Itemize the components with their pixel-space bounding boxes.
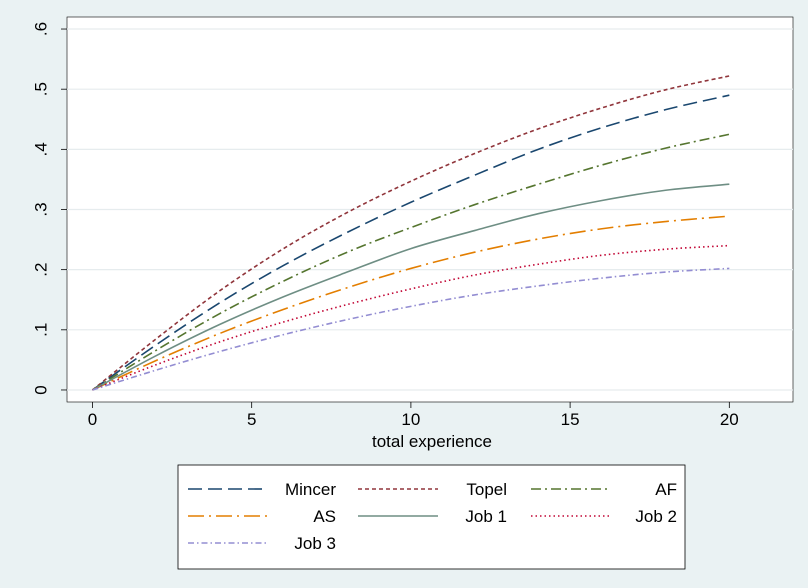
y-tick-label: .1 <box>31 323 50 337</box>
legend-label-job-3: Job 3 <box>294 534 336 553</box>
legend-label-mincer: Mincer <box>285 480 336 499</box>
series-line-as <box>92 215 730 391</box>
legend-box <box>177 464 686 570</box>
y-tick-label: .5 <box>31 82 50 96</box>
y-tick-label: .4 <box>31 142 50 156</box>
x-tick-label: 20 <box>720 410 739 429</box>
x-tick-label: 15 <box>561 410 580 429</box>
series-line-job-1 <box>92 183 730 391</box>
series-line-af <box>92 133 730 391</box>
series-line-job-2 <box>92 244 730 391</box>
legend-label-topel: Topel <box>466 480 507 499</box>
y-tick-label: 0 <box>31 385 50 394</box>
y-tick-label: .6 <box>31 22 50 36</box>
x-axis-title: total experience <box>372 432 492 451</box>
legend: Mincer Topel AF AS Job 1 Job 2 Job 3 <box>177 464 686 570</box>
legend-label-af: AF <box>655 480 677 499</box>
x-tick-label: 5 <box>247 410 256 429</box>
legend-label-job-2: Job 2 <box>635 507 677 526</box>
x-tick-label: 0 <box>88 410 97 429</box>
y-tick-label: .3 <box>31 202 50 216</box>
x-tick-label: 10 <box>401 410 420 429</box>
series-line-topel <box>91 75 730 391</box>
legend-label-job-1: Job 1 <box>465 507 507 526</box>
axes: 0 .1 .2 .3 .4 .5 .6 0 5 10 15 20 <box>31 22 738 429</box>
grid-lines <box>67 28 793 391</box>
y-tick-label: .2 <box>31 263 50 277</box>
series-lines <box>91 75 730 391</box>
legend-label-as: AS <box>313 507 336 526</box>
series-line-job-3 <box>92 267 730 391</box>
series-line-mincer <box>92 94 730 391</box>
